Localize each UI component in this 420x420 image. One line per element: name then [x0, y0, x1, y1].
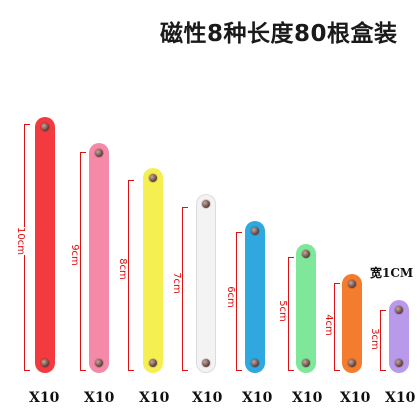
magnetic-stick-7cm	[196, 194, 216, 373]
magnetic-stick-3cm	[389, 300, 409, 373]
length-ruler	[334, 283, 340, 371]
magnet-icon	[149, 359, 157, 367]
magnet-icon	[395, 306, 403, 314]
quantity-label: X10	[385, 390, 416, 406]
length-label: 7cm	[170, 272, 182, 294]
length-ruler	[236, 232, 242, 371]
quantity-label: X10	[29, 390, 60, 406]
magnet-icon	[348, 280, 356, 288]
magnet-icon	[302, 359, 310, 367]
magnet-icon	[95, 149, 103, 157]
magnet-icon	[348, 359, 356, 367]
quantity-label: X10	[192, 390, 223, 406]
magnet-icon	[251, 359, 259, 367]
magnetic-stick-6cm	[245, 221, 265, 373]
width-note: 宽1CM	[370, 266, 414, 280]
magnetic-stick-10cm	[35, 117, 55, 373]
length-label: 5cm	[276, 300, 288, 322]
length-label: 3cm	[368, 328, 380, 350]
quantity-label: X10	[84, 390, 115, 406]
magnetic-stick-5cm	[296, 244, 316, 373]
magnetic-stick-4cm	[342, 274, 362, 373]
length-ruler	[128, 180, 134, 371]
magnet-icon	[202, 200, 210, 208]
length-label: 6cm	[224, 286, 236, 308]
magnet-icon	[149, 174, 157, 182]
magnet-icon	[202, 359, 210, 367]
length-ruler	[380, 310, 386, 371]
magnet-icon	[251, 227, 259, 235]
length-label: 8cm	[116, 258, 128, 280]
magnet-icon	[95, 359, 103, 367]
product-title: 磁性8种长度80根盒装	[160, 21, 398, 47]
magnetic-stick-8cm	[143, 168, 163, 373]
magnet-icon	[41, 123, 49, 131]
magnet-icon	[395, 359, 403, 367]
quantity-label: X10	[292, 390, 323, 406]
magnet-icon	[41, 359, 49, 367]
magnetic-stick-9cm	[89, 143, 109, 373]
length-ruler	[288, 257, 294, 371]
length-ruler	[80, 152, 86, 371]
quantity-label: X10	[340, 390, 371, 406]
length-label: 10cm	[14, 227, 26, 255]
length-label: 9cm	[68, 244, 80, 266]
length-label: 4cm	[322, 314, 334, 336]
length-ruler	[182, 207, 188, 371]
magnet-icon	[302, 250, 310, 258]
quantity-label: X10	[242, 390, 273, 406]
quantity-label: X10	[139, 390, 170, 406]
